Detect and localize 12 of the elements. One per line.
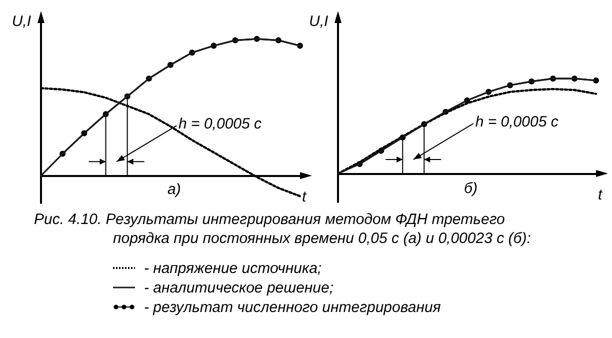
- text: a): [168, 181, 181, 198]
- y-axis-title: U,I: [308, 13, 328, 30]
- y-axis-title: U,I: [12, 13, 31, 30]
- text: б): [464, 180, 478, 197]
- legend-label: - напряжение источника;: [144, 260, 322, 277]
- x-axis-title: t: [302, 188, 307, 206]
- legend-label: - результат численного интегрирования: [144, 299, 441, 316]
- legend-label: - аналитическое решение;: [144, 280, 334, 296]
- annotation: h = 0,0005 с: [178, 116, 262, 133]
- text: Рис. 4.10. Результаты интегрирования методом ФДН третьего порядка при постоянных времени 0,05 с (а) и 0,00023 с (б):: [34, 210, 532, 248]
- annotation: h = 0,0005 с: [475, 114, 559, 131]
- x-axis-title: t: [598, 186, 603, 204]
